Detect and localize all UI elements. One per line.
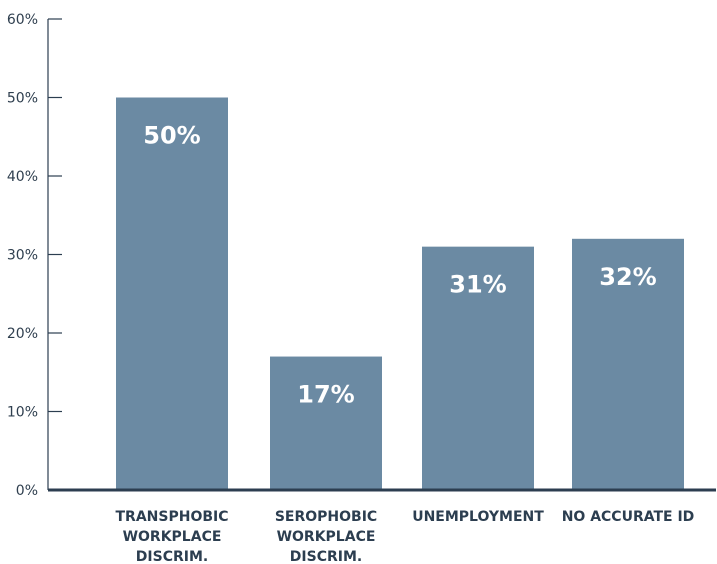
y-tick-label: 50% xyxy=(7,91,38,107)
x-category-label-line: TRANSPHOBIC xyxy=(116,509,229,525)
x-category-label-line: DISCRIM. xyxy=(136,549,208,564)
x-category-label-line: UNEMPLOYMENT xyxy=(412,509,544,525)
y-axis: 0% 10% 20% 30% 40% 50% 60% xyxy=(7,12,62,499)
bar-value-label: 32% xyxy=(599,263,656,291)
bar-value-label: 31% xyxy=(449,271,506,299)
y-tick-label: 20% xyxy=(7,326,38,342)
bar xyxy=(116,97,228,490)
x-category-label-line: NO ACCURATE ID xyxy=(562,509,695,525)
bar xyxy=(422,246,534,490)
x-category-label-line: WORKPLACE xyxy=(277,529,376,545)
x-axis-labels: TRANSPHOBIC WORKPLACE DISCRIM. SEROPHOBIC WO… xyxy=(116,509,695,564)
bar-value-label: 50% xyxy=(143,122,200,150)
bar xyxy=(270,356,382,490)
y-tick-label: 40% xyxy=(7,169,38,185)
x-category-label-line: WORKPLACE xyxy=(123,529,222,545)
x-category-label: NO ACCURATE ID xyxy=(562,509,695,525)
y-tick-label: 60% xyxy=(7,12,38,28)
data-labels: 50% 17% 31% 32% xyxy=(143,122,656,409)
bars xyxy=(116,97,684,490)
x-category-label: UNEMPLOYMENT xyxy=(412,509,544,525)
x-category-label: SEROPHOBIC WORKPLACE DISCRIM. xyxy=(275,509,377,564)
x-category-label: TRANSPHOBIC WORKPLACE DISCRIM. xyxy=(116,509,229,564)
y-tick-label: 0% xyxy=(16,483,38,499)
y-tick-label: 10% xyxy=(7,405,38,421)
x-category-label-line: DISCRIM. xyxy=(290,549,362,564)
bar xyxy=(572,238,684,490)
bar-value-label: 17% xyxy=(297,381,354,409)
y-tick-label: 30% xyxy=(7,248,38,264)
x-category-label-line: SEROPHOBIC xyxy=(275,509,377,525)
